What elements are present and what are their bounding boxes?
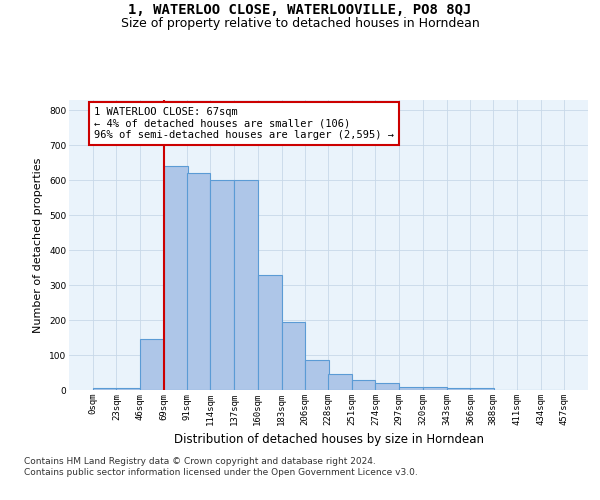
Bar [376,383,399,390]
Bar [93,388,116,390]
Bar [187,174,211,390]
Text: Distribution of detached houses by size in Horndean: Distribution of detached houses by size … [174,432,484,446]
Bar [470,388,494,390]
Y-axis label: Number of detached properties: Number of detached properties [34,158,43,332]
Bar [281,322,305,390]
Bar [258,274,281,390]
Bar [211,180,234,390]
Bar [446,388,470,390]
Bar [164,166,188,390]
Bar [352,380,376,390]
Bar [399,386,423,390]
Text: Size of property relative to detached houses in Horndean: Size of property relative to detached ho… [121,18,479,30]
Bar [423,386,446,390]
Bar [140,340,164,390]
Bar [328,374,352,390]
Bar [116,388,140,390]
Bar [234,180,258,390]
Text: 1 WATERLOO CLOSE: 67sqm
← 4% of detached houses are smaller (106)
96% of semi-de: 1 WATERLOO CLOSE: 67sqm ← 4% of detached… [94,107,394,140]
Text: 1, WATERLOO CLOSE, WATERLOOVILLE, PO8 8QJ: 1, WATERLOO CLOSE, WATERLOOVILLE, PO8 8Q… [128,2,472,16]
Bar [305,360,329,390]
Text: Contains HM Land Registry data © Crown copyright and database right 2024.
Contai: Contains HM Land Registry data © Crown c… [24,458,418,477]
